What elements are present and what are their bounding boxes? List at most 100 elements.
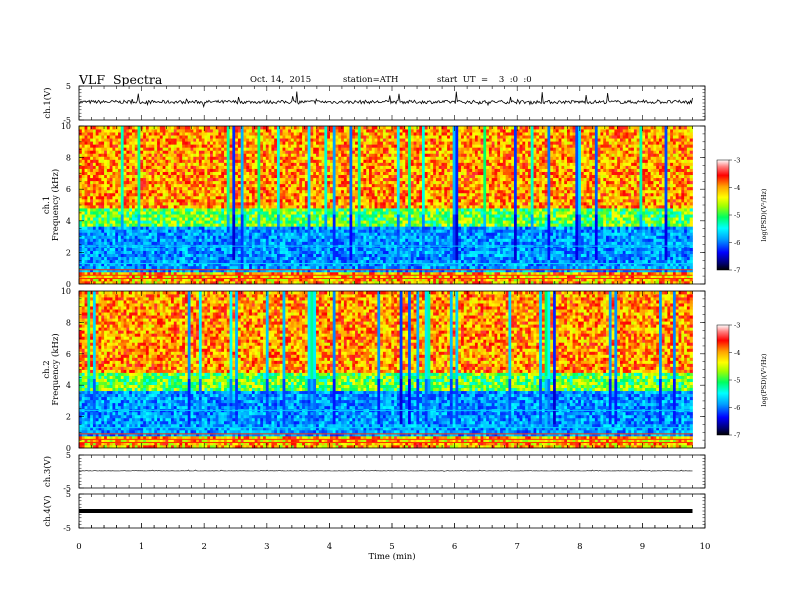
spectrogram-cell (160, 178, 163, 181)
spectrogram-cell (138, 196, 141, 199)
spectrogram-cell (154, 235, 157, 238)
spectrogram-cell (79, 208, 82, 211)
spectrogram-cell (87, 199, 90, 202)
spectrogram-cell (112, 193, 115, 196)
spectrogram-cell (79, 150, 82, 153)
spectrogram-cell (90, 150, 93, 153)
spectrogram-cell (132, 257, 135, 260)
spectrogram-cell (135, 178, 138, 181)
spectrogram-cell (138, 126, 141, 129)
spectrogram-cell (202, 260, 205, 263)
spectrogram-cell (135, 153, 138, 156)
spectrogram-cell (82, 208, 85, 211)
spectrogram-cell (160, 190, 163, 193)
spectrogram-cell (160, 172, 163, 175)
spectrogram-cell (168, 187, 171, 190)
spectrogram-cell (213, 178, 216, 181)
spectrogram-cell (163, 166, 166, 169)
spectrogram-cell (191, 129, 194, 132)
spectrogram-cell (143, 257, 146, 260)
spectrogram-cell (191, 135, 194, 138)
spectrogram-cell (79, 135, 82, 138)
spectrogram-cell (152, 156, 155, 159)
spectrogram-cell (138, 232, 141, 235)
spectrogram-cell (104, 184, 107, 187)
spectrogram-cell (154, 153, 157, 156)
spectrogram-cell (143, 187, 146, 190)
spectrogram-cell (132, 254, 135, 257)
spectrogram-cell (188, 202, 191, 205)
spectrogram-cell (182, 226, 185, 229)
spectrogram-cell (118, 202, 121, 205)
spectrogram-cell (107, 172, 110, 175)
spectrogram-cell (107, 208, 110, 211)
spectrogram-cell (193, 208, 196, 211)
spectrogram-cell (126, 159, 129, 162)
spectrogram-cell (210, 138, 213, 141)
spectrogram-cell (182, 196, 185, 199)
spectrogram-cell (87, 135, 90, 138)
spectrogram-cell (140, 266, 143, 269)
spectrogram-cell (174, 229, 177, 232)
spectrogram-cell (149, 235, 152, 238)
spectrogram-cell (177, 266, 180, 269)
spectrogram-cell (213, 248, 216, 251)
spectrogram-cell (99, 138, 102, 141)
spectrogram-cell (179, 190, 182, 193)
spectrogram-cell (132, 193, 135, 196)
spectrogram-cell (85, 251, 88, 254)
spectrogram-cell (93, 238, 96, 241)
spectrogram-cell (143, 144, 146, 147)
spectrogram-cell (138, 153, 141, 156)
spectrogram-cell (182, 235, 185, 238)
spectrogram-cell (79, 196, 82, 199)
spectrogram-cell (121, 181, 124, 184)
spectrogram-cell (101, 175, 104, 178)
spectrogram-cell (101, 226, 104, 229)
spectrogram-cell (199, 141, 202, 144)
spectrogram-cell (182, 141, 185, 144)
spectrogram-cell (157, 202, 160, 205)
spectrogram-cell (90, 190, 93, 193)
spectrogram-cell (140, 132, 143, 135)
spectrogram-cell (99, 254, 102, 257)
spectrogram-cell (168, 190, 171, 193)
spectrogram-cell (129, 257, 132, 260)
spectrogram-cell (118, 162, 121, 165)
spectrogram-cell (85, 232, 88, 235)
spectrogram-cell (163, 217, 166, 220)
spectrogram-cell (165, 144, 168, 147)
spectrogram-cell (157, 135, 160, 138)
spectrogram-cell (87, 162, 90, 165)
spectrogram-cell (135, 226, 138, 229)
spectrogram-cell (163, 208, 166, 211)
spectrogram-cell (177, 135, 180, 138)
spectrogram-cell (132, 199, 135, 202)
spectrogram-cell (138, 266, 141, 269)
spectrogram-cell (140, 251, 143, 254)
spectrogram-cell (185, 217, 188, 220)
spectrogram-cell (140, 196, 143, 199)
spectrogram-cell (138, 166, 141, 169)
spectrogram-cell (107, 175, 110, 178)
spectrogram-cell (82, 147, 85, 150)
spectrogram-cell (126, 141, 129, 144)
spectrogram-cell (191, 232, 194, 235)
spectrogram-cell (121, 260, 124, 263)
spectrogram-cell (165, 238, 168, 241)
spectrogram-cell (138, 251, 141, 254)
spectrogram-cell (207, 211, 210, 214)
spectrogram-cell (177, 187, 180, 190)
spectrogram-cell (112, 129, 115, 132)
spectrogram-cell (85, 178, 88, 181)
spectrogram-cell (99, 175, 102, 178)
spectrogram-cell (196, 175, 199, 178)
spectrogram-cell (135, 248, 138, 251)
spectrogram-cell (204, 205, 207, 208)
spectrogram-cell (126, 150, 129, 153)
spectrogram-cell (174, 166, 177, 169)
spectrogram-cell (96, 153, 99, 156)
spectrogram-cell (118, 193, 121, 196)
spectrogram-cell (143, 205, 146, 208)
spectrogram-cell (87, 208, 90, 211)
